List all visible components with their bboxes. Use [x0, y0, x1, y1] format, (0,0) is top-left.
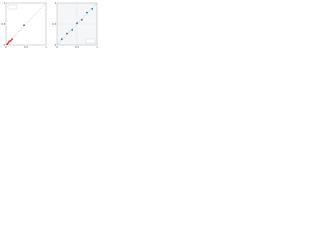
y-tick-label: 0: [55, 43, 57, 47]
x-tick-label: 0.5: [75, 45, 79, 49]
point: [11, 38, 13, 41]
point: [91, 7, 94, 10]
y-tick-label: 1: [55, 1, 57, 5]
x-tick-label: 0: [56, 45, 58, 49]
point: [76, 22, 78, 25]
y-tick-label: 0: [4, 43, 6, 47]
y-tick-label: 1: [4, 1, 6, 5]
point: [80, 18, 83, 21]
point: [23, 24, 25, 27]
point: [8, 40, 11, 43]
point: [60, 38, 63, 41]
legend-box: [7, 4, 18, 10]
x-tick-label: 0: [5, 45, 7, 49]
point: [9, 39, 12, 42]
legend-box: [85, 38, 96, 44]
y-tick-label: 0.5: [1, 22, 5, 26]
reference-line: [5, 2, 47, 46]
point: [7, 42, 10, 44]
point: [86, 11, 88, 14]
point: [66, 32, 68, 35]
point: [6, 43, 9, 46]
x-tick-label: 1: [45, 45, 47, 49]
y-tick-label: 0.5: [52, 22, 56, 26]
x-tick-label: 1: [96, 45, 98, 49]
figure: 00.510 0.5 100.510 0.5 1: [1, 1, 98, 49]
x-tick-label: 0.5: [24, 45, 28, 49]
point: [71, 28, 74, 31]
